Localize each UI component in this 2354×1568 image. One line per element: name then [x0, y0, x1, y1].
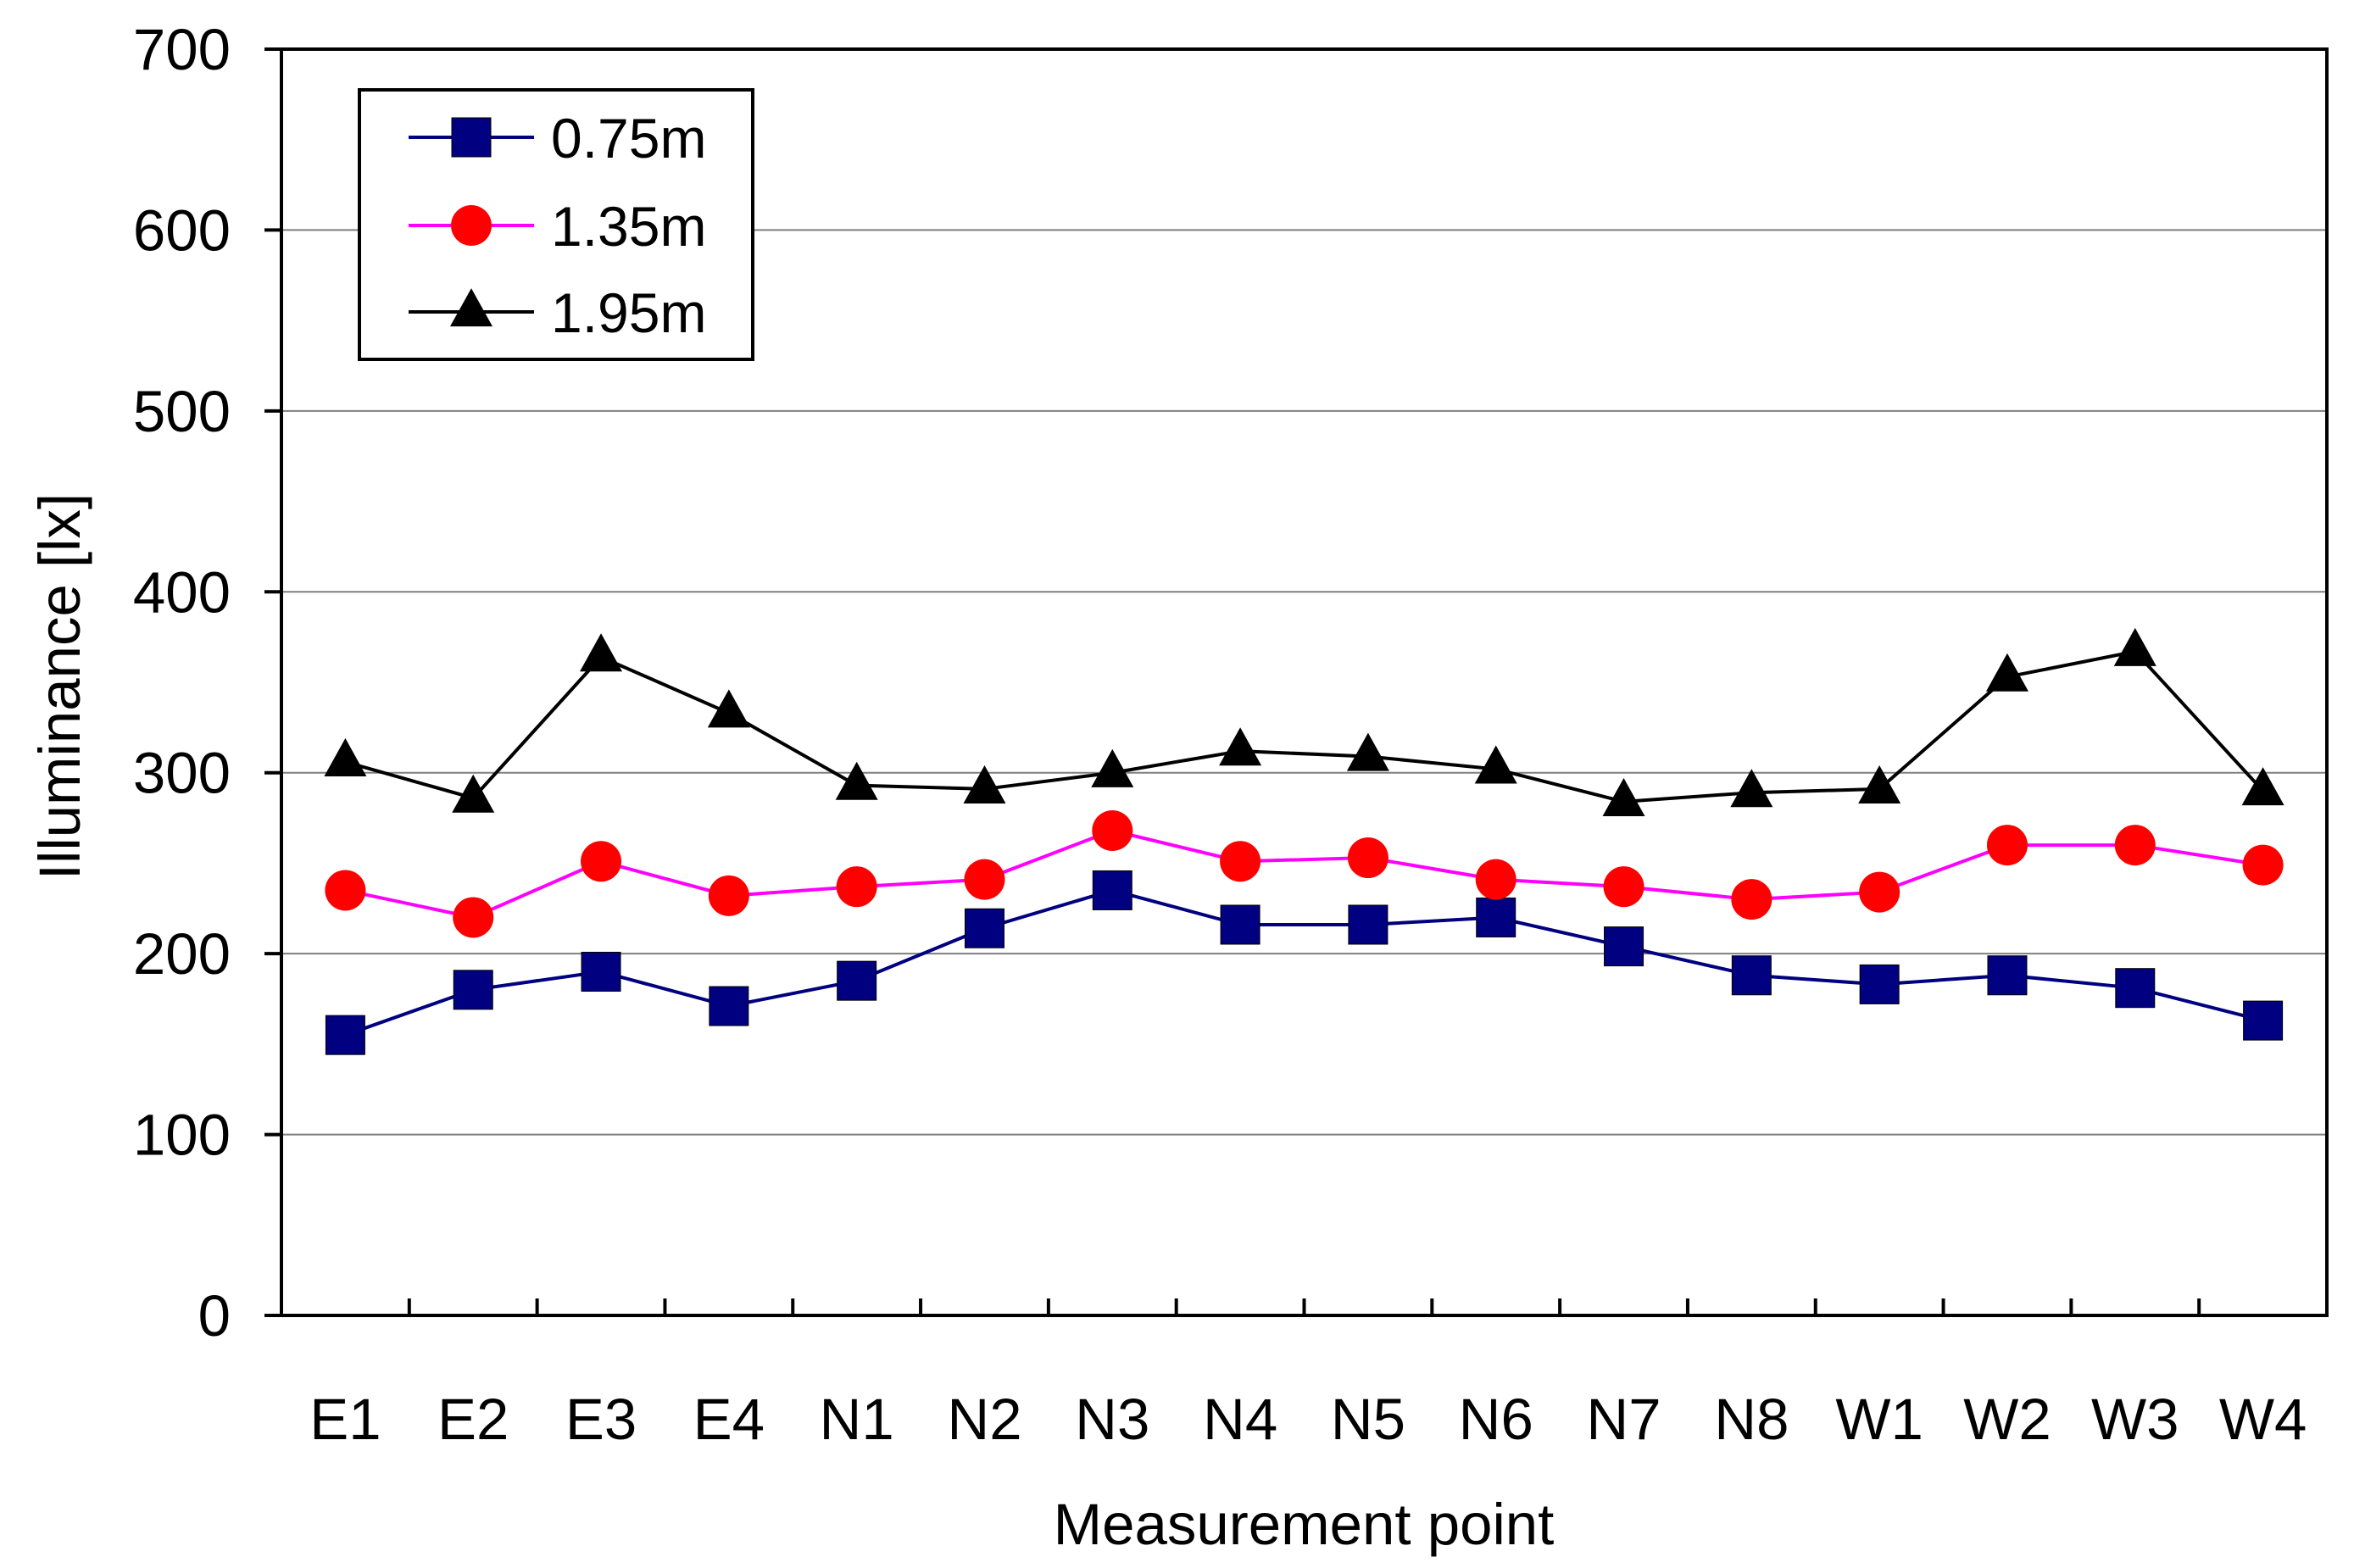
data-point-1.35m-W4	[2242, 844, 2284, 886]
legend-label-1.35m: 1.35m	[551, 195, 706, 258]
x-tick-label-E2: E2	[437, 1387, 509, 1452]
y-axis-tick-marks	[264, 47, 281, 1317]
data-point-1.35m-N5	[1347, 837, 1388, 879]
x-axis-tick-marks	[407, 1298, 2201, 1315]
series-0.75m	[325, 870, 2284, 1055]
data-point-1.95m-W4	[2241, 767, 2284, 806]
data-point-1.35m-W2	[1986, 825, 2028, 866]
data-point-1.35m-N6	[1475, 859, 1516, 900]
data-point-1.95m-N6	[1474, 745, 1517, 784]
y-tick-label-600: 600	[133, 197, 231, 263]
y-tick-label-500: 500	[133, 379, 231, 444]
series-layer	[324, 627, 2284, 1055]
data-point-0.75m-N8	[1731, 955, 1772, 996]
legend-marker-1.35m	[451, 205, 492, 246]
data-point-1.95m-W3	[2113, 627, 2156, 666]
data-point-1.35m-N1	[836, 866, 877, 908]
data-point-1.95m-W1	[1858, 765, 1901, 804]
data-point-1.95m-E1	[324, 738, 367, 777]
data-point-1.35m-E2	[453, 897, 494, 938]
data-point-1.35m-N3	[1092, 810, 1133, 852]
data-point-1.95m-N8	[1730, 769, 1773, 808]
series-1.35m	[325, 810, 2284, 938]
x-tick-label-W4: W4	[2219, 1387, 2307, 1452]
series-line-1.35m	[344, 828, 2263, 920]
data-point-1.35m-E4	[708, 875, 749, 916]
data-point-1.35m-E3	[581, 841, 622, 882]
data-point-1.35m-W3	[2114, 825, 2156, 866]
data-point-1.95m-N2	[963, 765, 1006, 804]
data-point-0.75m-W3	[2115, 968, 2156, 1009]
legend-item-1.95m: 1.95m	[409, 281, 706, 344]
data-point-1.95m-W2	[1985, 653, 2028, 692]
legend: 0.75m 1.35m 1.95m	[358, 88, 754, 361]
x-tick-label-N7: N7	[1586, 1387, 1661, 1452]
data-point-0.75m-W1	[1859, 964, 1900, 1004]
legend-label-0.75m: 0.75m	[551, 107, 706, 170]
data-point-1.95m-E2	[452, 774, 495, 813]
data-point-0.75m-E4	[709, 986, 749, 1026]
data-point-1.95m-N7	[1602, 777, 1645, 816]
data-point-1.95m-N5	[1346, 732, 1389, 771]
legend-label-1.95m: 1.95m	[551, 281, 706, 344]
x-tick-label-N8: N8	[1714, 1387, 1789, 1452]
x-tick-label-E4: E4	[693, 1387, 765, 1452]
x-tick-label-N6: N6	[1459, 1387, 1533, 1452]
series-line-0.75m	[344, 888, 2264, 1037]
data-point-0.75m-W2	[1987, 955, 2028, 996]
x-axis-tick-labels: E1 E2 E3 E4 N1 N2 N3 N4 N5 N6 N7 N8 W1 W2 W3 W4	[309, 1387, 2307, 1452]
data-point-0.75m-N5	[1348, 904, 1388, 945]
y-axis-tick-labels: 0 100 200 300 400 500 600 700	[133, 17, 231, 1348]
legend-items: 0.75m 1.35m 1.95m	[409, 107, 706, 344]
data-point-0.75m-N7	[1604, 926, 1644, 967]
data-point-0.75m-N1	[837, 960, 877, 1001]
data-point-0.75m-E1	[325, 1015, 365, 1055]
series-line-1.95m	[344, 649, 2265, 803]
y-axis-title: Illuminance [lx]	[27, 493, 92, 880]
data-point-1.95m-E3	[580, 633, 623, 672]
y-tick-label-200: 200	[133, 921, 231, 987]
data-point-1.35m-N4	[1220, 841, 1261, 882]
legend-item-0.75m: 0.75m	[409, 107, 706, 170]
data-point-1.35m-N8	[1731, 879, 1772, 920]
legend-marker-1.95m	[450, 288, 493, 327]
x-tick-label-N3: N3	[1075, 1387, 1149, 1452]
data-point-0.75m-N6	[1476, 897, 1516, 937]
data-point-0.75m-E3	[581, 951, 621, 992]
x-tick-label-W3: W3	[2091, 1387, 2179, 1452]
x-tick-label-E3: E3	[565, 1387, 637, 1452]
data-point-0.75m-N3	[1092, 870, 1132, 910]
x-axis-title: Measurement point	[1054, 1492, 1555, 1557]
data-point-0.75m-N2	[964, 908, 1004, 948]
x-tick-label-N1: N1	[820, 1387, 894, 1452]
data-point-0.75m-N4	[1220, 904, 1260, 945]
legend-marker-0.75m	[451, 117, 492, 158]
y-tick-label-100: 100	[133, 1103, 231, 1168]
data-point-1.95m-N3	[1091, 748, 1134, 787]
data-point-1.35m-N2	[964, 859, 1005, 900]
data-point-1.35m-E1	[325, 870, 366, 911]
data-point-1.35m-N7	[1603, 866, 1644, 908]
legend-item-1.35m: 1.35m	[409, 195, 706, 258]
y-tick-label-300: 300	[133, 741, 231, 806]
data-point-1.95m-E4	[707, 689, 750, 728]
data-point-0.75m-E2	[453, 970, 493, 1010]
x-tick-label-N4: N4	[1203, 1387, 1277, 1452]
x-tick-label-N5: N5	[1331, 1387, 1405, 1452]
data-point-0.75m-W4	[2243, 1000, 2284, 1041]
y-tick-label-400: 400	[133, 559, 231, 625]
data-point-1.95m-N4	[1219, 727, 1262, 766]
data-point-1.95m-N1	[835, 761, 878, 800]
series-1.95m	[324, 627, 2284, 816]
y-tick-label-0: 0	[198, 1283, 231, 1348]
x-tick-label-N2: N2	[947, 1387, 1021, 1452]
data-point-1.35m-W1	[1859, 871, 1900, 913]
x-tick-label-W2: W2	[1963, 1387, 2051, 1452]
x-tick-label-W1: W1	[1835, 1387, 1923, 1452]
x-tick-label-E1: E1	[309, 1387, 381, 1452]
y-tick-label-700: 700	[133, 17, 231, 82]
